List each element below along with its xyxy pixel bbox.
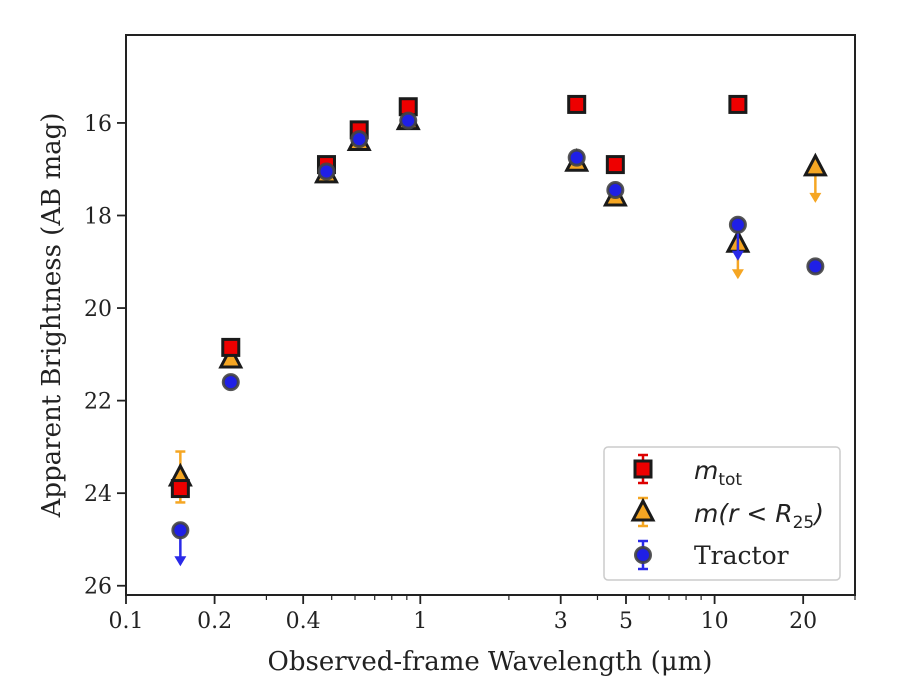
point-tractor xyxy=(567,148,586,167)
y-tick-label: 20 xyxy=(84,297,112,322)
legend-marker-mtot xyxy=(633,459,653,479)
x-tick-label: 10 xyxy=(701,609,729,634)
point-tractor xyxy=(350,130,369,149)
point-mtot xyxy=(728,94,748,114)
series-mr25 xyxy=(167,106,828,504)
x-tick-label: 5 xyxy=(619,609,633,634)
x-tick-label: 1 xyxy=(413,609,427,634)
x-tick-label: 0.2 xyxy=(197,609,232,634)
y-tick-label: 26 xyxy=(84,575,112,600)
y-axis-label: Apparent Brightness (AB mag) xyxy=(37,113,67,519)
plot-frame xyxy=(125,34,856,596)
legend-markers xyxy=(630,453,656,571)
x-tick-label: 0.1 xyxy=(109,609,144,634)
upper-limit-arrowhead xyxy=(731,269,744,280)
x-tick-label: 20 xyxy=(789,609,817,634)
y-tick-label: 24 xyxy=(84,482,112,507)
point-tractor xyxy=(728,215,747,234)
axes: 0.1 0.2 0.4 1 3 5 10 20 16 18 20 22 24 26 xyxy=(84,112,856,634)
legend-label-mtot: mtot xyxy=(694,456,742,490)
legend-label-tractor: Tractor xyxy=(694,541,789,570)
legend-box xyxy=(603,446,841,581)
x-tick-label: 3 xyxy=(554,609,568,634)
legend-label-mr25: m(r < R25) xyxy=(694,499,824,533)
y-tick-label: 22 xyxy=(84,390,112,415)
point-tractor xyxy=(171,521,190,540)
legend-label-mr25-sub: 25 xyxy=(793,513,815,533)
series-mtot xyxy=(170,94,748,499)
legend-label-mr25-suffix: ) xyxy=(812,499,824,528)
series-tractor xyxy=(171,111,825,567)
point-mr25 xyxy=(218,344,244,369)
y-tick-label: 18 xyxy=(84,204,112,229)
upper-limit-arrowhead xyxy=(809,192,822,203)
y-tick-label: 16 xyxy=(84,112,112,137)
legend-label-mtot-sub: tot xyxy=(718,470,742,490)
legend: mtot m(r < R25) Tractor xyxy=(603,446,841,581)
data-marks xyxy=(167,94,828,567)
point-mtot xyxy=(567,94,587,114)
point-mtot xyxy=(605,155,625,175)
x-tick-label: 0.4 xyxy=(286,609,321,634)
point-tractor xyxy=(221,373,240,392)
legend-marker-tractor xyxy=(634,546,652,564)
upper-limit-arrowhead xyxy=(731,250,744,261)
point-tractor xyxy=(606,181,625,200)
legend-marker-mr25 xyxy=(630,497,656,522)
point-tractor xyxy=(806,257,825,276)
upper-limit-arrowhead xyxy=(174,556,187,567)
point-mr25 xyxy=(802,152,828,177)
point-tractor xyxy=(399,111,418,130)
point-tractor xyxy=(317,162,336,181)
point-mtot xyxy=(170,479,190,499)
point-mtot xyxy=(221,337,241,357)
x-axis-label: Observed-frame Wavelength (μm) xyxy=(268,647,713,677)
